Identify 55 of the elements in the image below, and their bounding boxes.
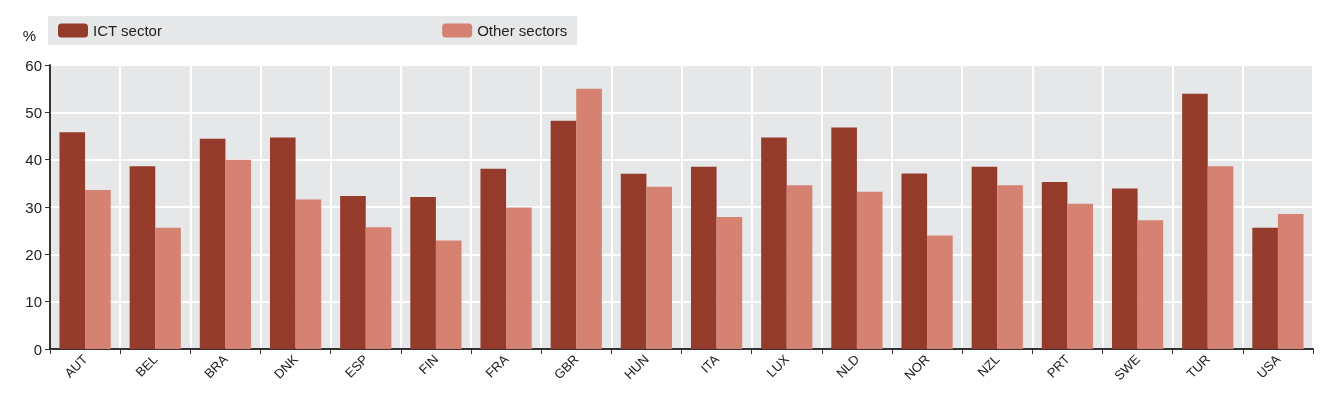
bar	[225, 159, 252, 349]
x-tick-label: ITA	[697, 351, 723, 376]
bar	[155, 227, 181, 349]
bar	[831, 127, 857, 349]
bar	[550, 120, 577, 349]
x-tick-label: USA	[1253, 351, 1284, 382]
bar	[786, 185, 813, 349]
bar	[620, 173, 647, 349]
bar	[1067, 203, 1094, 349]
bar	[129, 166, 156, 349]
y-axis-title: %	[22, 27, 36, 44]
bar	[716, 216, 743, 349]
x-tick-label: FIN	[415, 351, 442, 378]
y-tick-label: 60	[25, 56, 42, 74]
bar	[971, 166, 998, 349]
bar	[576, 88, 602, 349]
bar	[761, 137, 787, 349]
bar	[435, 240, 462, 349]
legend-label: Other sectors	[477, 22, 568, 39]
bar	[480, 168, 507, 349]
bar	[1252, 227, 1278, 349]
bar	[199, 138, 226, 349]
legend-label: ICT sector	[93, 22, 162, 39]
bar	[269, 137, 296, 349]
bar	[1111, 188, 1138, 349]
y-tick-label: 50	[25, 103, 42, 121]
x-tick-label: NZL	[974, 351, 1003, 380]
y-tick-label: 20	[25, 245, 42, 263]
bar	[927, 235, 953, 349]
x-tick-label: FRA	[482, 351, 512, 381]
bar	[856, 191, 883, 349]
bar	[690, 166, 717, 349]
bar	[85, 189, 111, 349]
bar	[295, 199, 322, 349]
bar	[901, 173, 928, 349]
bar	[1137, 220, 1164, 349]
bar	[1182, 93, 1208, 349]
bar	[365, 227, 392, 349]
bar	[1041, 181, 1068, 349]
bar	[646, 186, 673, 349]
x-tick-label: BRA	[201, 351, 231, 382]
x-tick-label: TUR	[1183, 351, 1214, 382]
y-tick-label: 0	[33, 340, 42, 358]
y-tick-label: 30	[25, 198, 42, 216]
bar	[506, 207, 532, 349]
bar	[410, 197, 436, 349]
y-tick-label: 10	[25, 293, 42, 311]
bar	[59, 132, 86, 349]
x-tick-label: BEL	[132, 351, 161, 380]
bar	[1277, 214, 1304, 349]
y-tick-label: 40	[25, 151, 42, 169]
bar	[1207, 166, 1234, 349]
bar	[997, 185, 1023, 349]
bar	[340, 196, 366, 349]
x-tick-label: NLD	[833, 351, 863, 381]
